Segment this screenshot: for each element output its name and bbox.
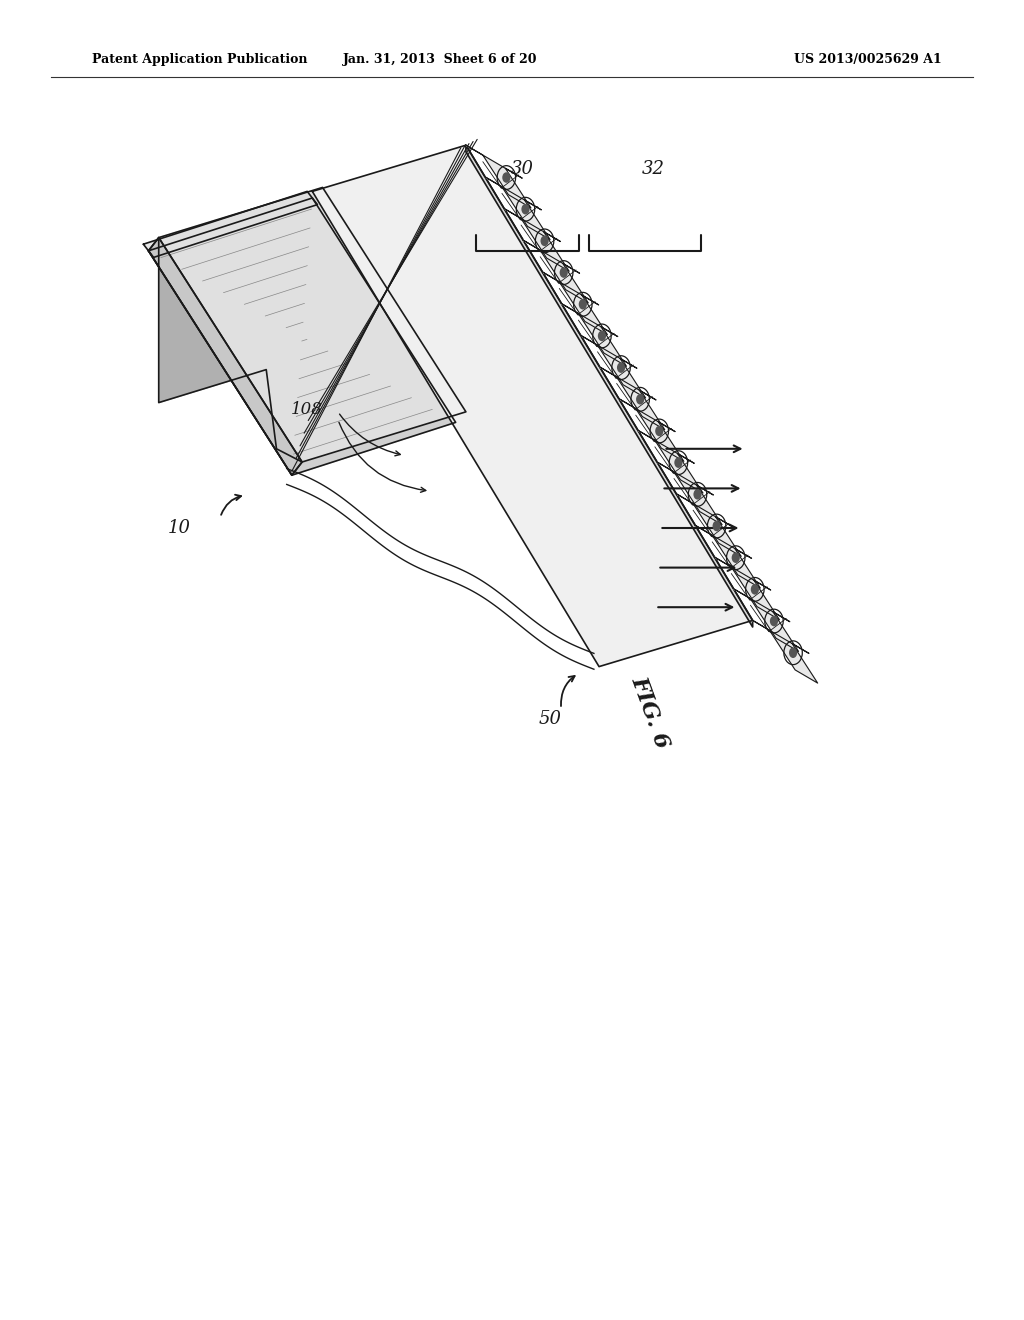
Text: 108: 108 — [291, 401, 324, 417]
Polygon shape — [638, 430, 702, 492]
Text: US 2013/0025629 A1: US 2013/0025629 A1 — [795, 53, 942, 66]
Polygon shape — [466, 145, 530, 207]
Polygon shape — [715, 557, 779, 619]
Circle shape — [674, 457, 683, 467]
Polygon shape — [523, 240, 588, 302]
Polygon shape — [148, 198, 456, 475]
Circle shape — [770, 615, 778, 627]
Polygon shape — [543, 272, 607, 334]
Circle shape — [636, 393, 644, 404]
Circle shape — [693, 488, 701, 499]
Circle shape — [751, 583, 759, 594]
Circle shape — [616, 363, 625, 374]
Circle shape — [731, 552, 740, 562]
Circle shape — [713, 520, 721, 531]
Text: 50: 50 — [539, 710, 561, 729]
Text: 32: 32 — [642, 160, 665, 178]
Circle shape — [541, 236, 549, 247]
Circle shape — [559, 267, 567, 277]
Circle shape — [503, 172, 511, 182]
Polygon shape — [618, 399, 684, 462]
Polygon shape — [159, 187, 466, 462]
Polygon shape — [733, 589, 799, 651]
Circle shape — [521, 205, 529, 214]
Text: 10: 10 — [168, 519, 190, 537]
Polygon shape — [485, 177, 550, 240]
Circle shape — [655, 425, 664, 437]
Polygon shape — [581, 335, 645, 399]
Polygon shape — [753, 620, 817, 682]
Polygon shape — [143, 191, 317, 257]
Polygon shape — [657, 462, 722, 524]
Polygon shape — [148, 238, 302, 475]
Circle shape — [788, 647, 797, 657]
Circle shape — [579, 298, 587, 309]
Polygon shape — [695, 525, 760, 587]
Text: Patent Application Publication: Patent Application Publication — [92, 53, 307, 66]
Text: 30: 30 — [511, 160, 534, 178]
Text: FIG. 6: FIG. 6 — [627, 673, 674, 752]
Polygon shape — [312, 145, 753, 667]
Polygon shape — [466, 145, 753, 627]
Polygon shape — [504, 209, 569, 272]
Polygon shape — [600, 367, 665, 430]
Polygon shape — [148, 238, 302, 475]
Polygon shape — [676, 494, 741, 556]
Text: Jan. 31, 2013  Sheet 6 of 20: Jan. 31, 2013 Sheet 6 of 20 — [343, 53, 538, 66]
Polygon shape — [561, 304, 627, 366]
Circle shape — [598, 330, 606, 341]
